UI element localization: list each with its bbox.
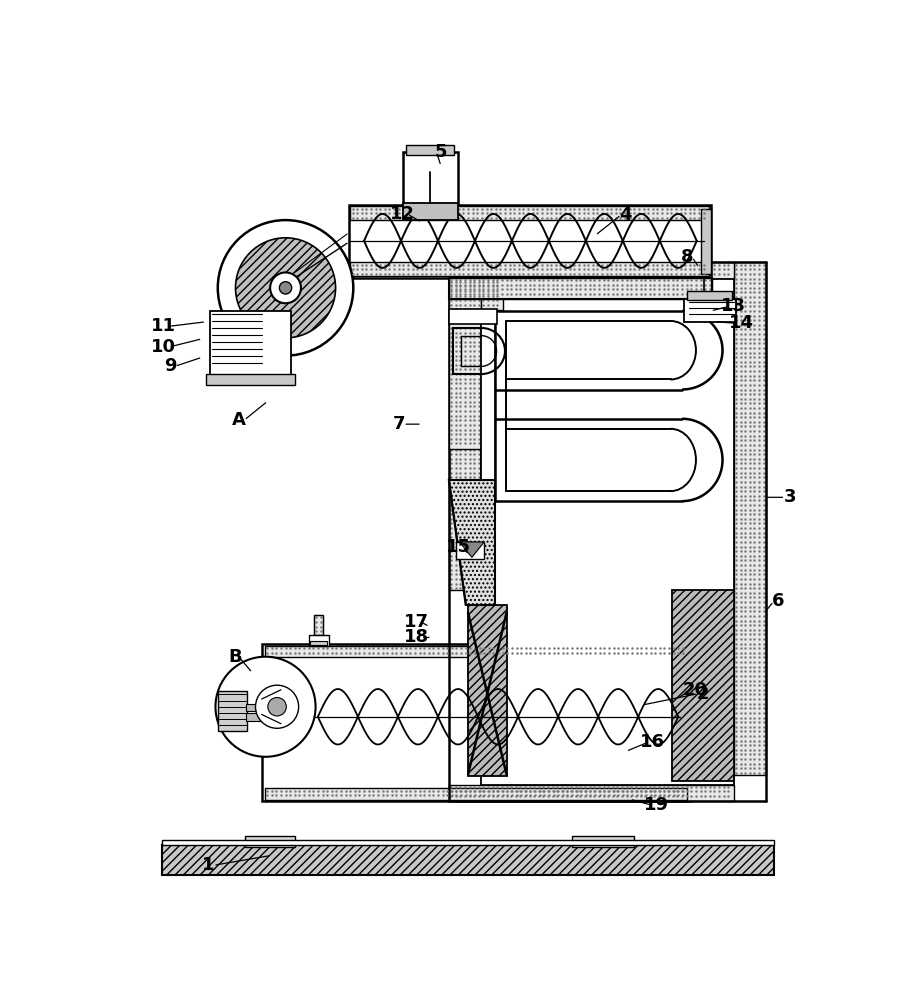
Circle shape bbox=[218, 220, 354, 356]
Polygon shape bbox=[449, 480, 495, 605]
Bar bbox=[481, 279, 503, 310]
Bar bbox=[314, 615, 322, 635]
Text: 5: 5 bbox=[435, 143, 448, 161]
Bar bbox=[349, 205, 711, 278]
Bar bbox=[449, 309, 497, 324]
Text: 18: 18 bbox=[404, 628, 429, 646]
Bar bbox=[449, 262, 734, 279]
Bar bbox=[350, 262, 709, 276]
Bar bbox=[449, 278, 713, 299]
Text: 3: 3 bbox=[784, 488, 797, 506]
Text: 4: 4 bbox=[619, 206, 632, 224]
Text: 14: 14 bbox=[729, 314, 754, 332]
Bar bbox=[672, 590, 734, 781]
Text: 17: 17 bbox=[404, 613, 429, 631]
Bar bbox=[457, 542, 485, 559]
Text: 8: 8 bbox=[681, 248, 694, 266]
Bar bbox=[245, 836, 294, 847]
Bar bbox=[162, 845, 774, 875]
Text: 15: 15 bbox=[447, 538, 472, 556]
Bar bbox=[701, 209, 711, 274]
Text: 9: 9 bbox=[163, 357, 176, 375]
Bar bbox=[210, 311, 291, 376]
Bar bbox=[246, 713, 262, 721]
Text: 13: 13 bbox=[721, 297, 746, 315]
Bar bbox=[449, 279, 481, 449]
Text: 7: 7 bbox=[392, 415, 405, 433]
Text: 2: 2 bbox=[697, 685, 709, 703]
Text: A: A bbox=[233, 411, 246, 429]
Bar bbox=[308, 635, 329, 646]
Text: 19: 19 bbox=[644, 796, 669, 814]
Bar bbox=[162, 840, 774, 845]
Bar bbox=[218, 691, 247, 731]
Text: 1: 1 bbox=[202, 856, 215, 874]
Bar bbox=[206, 374, 294, 385]
Circle shape bbox=[215, 657, 316, 757]
Bar bbox=[449, 262, 481, 590]
Text: 12: 12 bbox=[390, 205, 415, 223]
Circle shape bbox=[235, 238, 336, 338]
Circle shape bbox=[268, 698, 286, 716]
Bar bbox=[314, 615, 322, 635]
Bar bbox=[402, 203, 458, 220]
Text: 16: 16 bbox=[641, 733, 665, 751]
Polygon shape bbox=[460, 542, 485, 557]
Text: B: B bbox=[228, 648, 242, 666]
Bar bbox=[246, 704, 262, 711]
Text: 11: 11 bbox=[151, 317, 176, 335]
Bar bbox=[481, 310, 495, 480]
Bar bbox=[572, 836, 633, 847]
Bar bbox=[481, 279, 734, 785]
Bar bbox=[684, 299, 736, 322]
Bar bbox=[406, 145, 454, 155]
Bar bbox=[449, 278, 713, 299]
Bar bbox=[734, 262, 766, 774]
Bar bbox=[265, 788, 688, 800]
Text: 10: 10 bbox=[151, 338, 176, 356]
Text: 6: 6 bbox=[773, 592, 785, 610]
Bar bbox=[468, 605, 507, 776]
Circle shape bbox=[256, 685, 299, 728]
Bar bbox=[688, 291, 732, 300]
Text: 20: 20 bbox=[683, 681, 708, 699]
Bar bbox=[449, 785, 734, 801]
Bar bbox=[262, 644, 689, 801]
Bar bbox=[265, 646, 688, 657]
Circle shape bbox=[280, 282, 292, 294]
Bar bbox=[402, 152, 458, 205]
Bar bbox=[350, 206, 709, 220]
Bar bbox=[310, 641, 327, 645]
Circle shape bbox=[270, 272, 301, 303]
